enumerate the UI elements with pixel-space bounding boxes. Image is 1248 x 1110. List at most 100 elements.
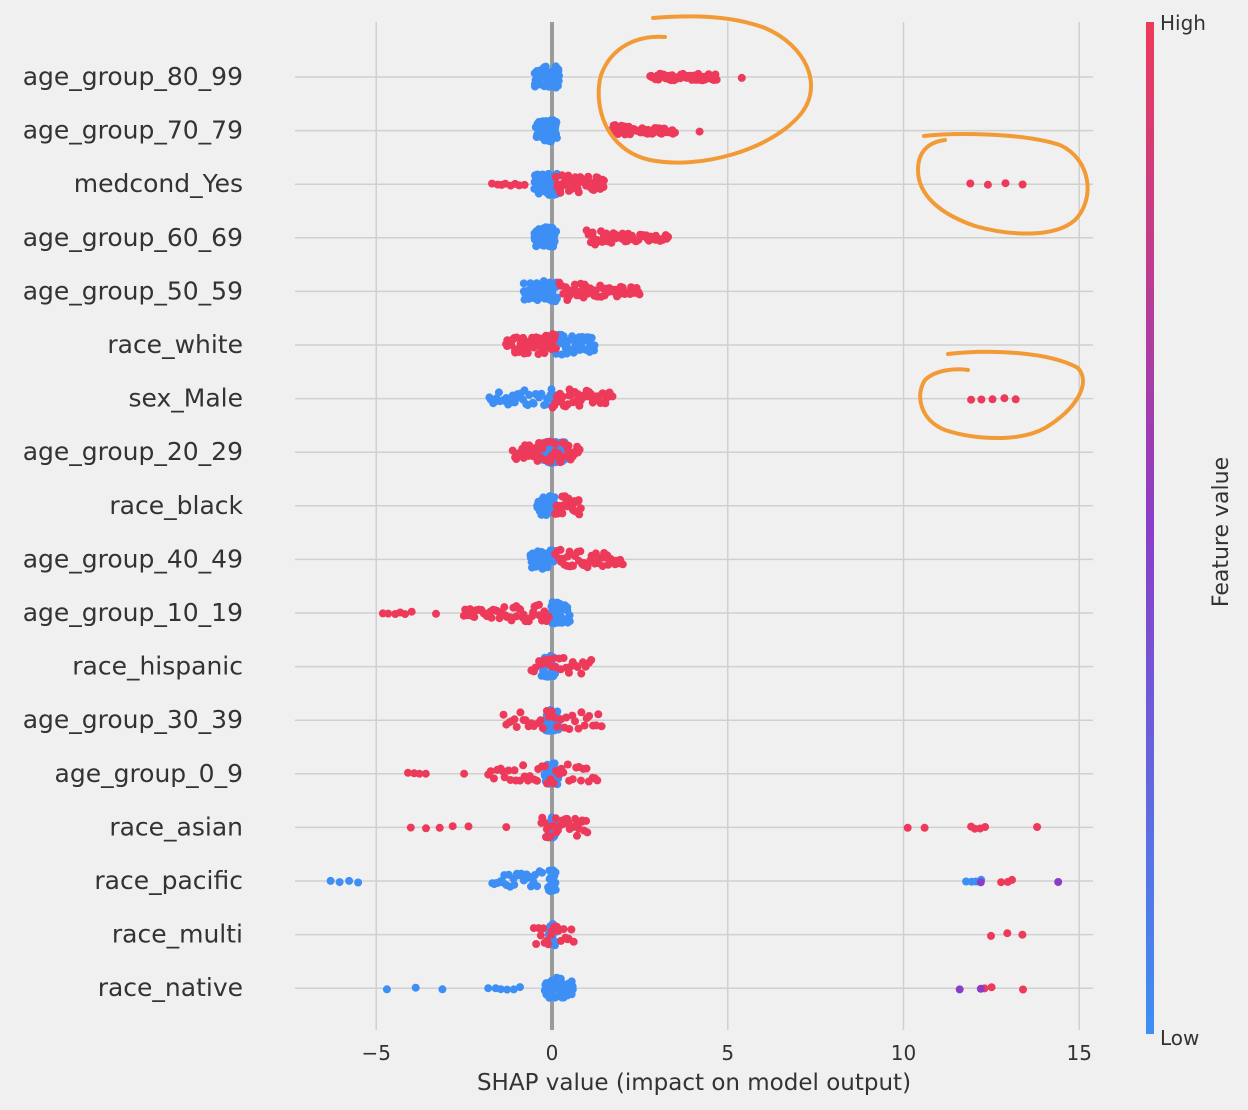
shap-point — [551, 878, 560, 887]
x-axis-label: SHAP value (impact on model output) — [477, 1070, 911, 1096]
shap-point — [559, 768, 568, 777]
shap-point — [415, 769, 424, 778]
shap-point — [582, 764, 591, 773]
feature-label: race_white — [107, 330, 243, 359]
shap-point — [326, 876, 335, 885]
shap-point — [549, 779, 558, 788]
shap-point — [593, 776, 602, 785]
shap-point — [597, 722, 606, 731]
shap-point — [552, 293, 561, 302]
shap-point — [584, 172, 593, 181]
shap-point — [554, 76, 563, 85]
shap-point — [976, 984, 985, 993]
shap-point — [550, 493, 559, 502]
shap-point — [558, 392, 567, 401]
shap-point — [520, 180, 529, 189]
shap-point — [512, 612, 521, 621]
annotation-circle-3 — [918, 349, 1085, 440]
x-tick-label: 0 — [546, 1041, 559, 1065]
shap-point — [567, 977, 576, 986]
shap-point — [521, 716, 530, 725]
shap-point — [576, 547, 585, 556]
shap-point — [571, 814, 580, 823]
shap-point — [503, 985, 512, 994]
shap-point — [496, 985, 505, 994]
shap-point — [594, 710, 603, 719]
shap-point — [1018, 180, 1027, 189]
shap-point — [987, 983, 996, 992]
colorbar-title: Feature value — [1209, 457, 1234, 607]
shap-point — [983, 180, 992, 189]
shap-point — [551, 331, 560, 340]
shap-point — [407, 607, 416, 616]
colorbar-high-label: High — [1160, 11, 1206, 35]
shap-point — [486, 767, 495, 776]
shap-point — [510, 880, 519, 889]
shap-point — [504, 766, 513, 775]
shap-point — [549, 654, 558, 663]
shap-point — [547, 707, 556, 716]
shap-point — [551, 814, 560, 823]
shap-point — [536, 716, 545, 725]
feature-label: race_hispanic — [72, 652, 243, 681]
grid — [295, 22, 1093, 1030]
shap-point — [559, 654, 568, 662]
shap-point — [1033, 823, 1042, 831]
shap-point — [988, 395, 997, 404]
shap-point — [556, 545, 565, 554]
shap-point — [1011, 395, 1020, 404]
shap-point — [575, 510, 584, 519]
shap-point — [573, 831, 581, 840]
shap-point — [484, 984, 493, 993]
shap-point — [494, 388, 503, 397]
shap-point — [525, 390, 534, 399]
shap-point — [540, 762, 549, 771]
shap-point — [607, 238, 616, 247]
shap-point — [551, 439, 560, 448]
shap-point — [551, 344, 560, 353]
shap-point — [533, 882, 542, 891]
feature-label: age_group_10_19 — [23, 598, 243, 627]
shap-point — [529, 399, 538, 408]
colorbar — [1146, 22, 1154, 1034]
shap-point — [421, 769, 430, 778]
shap-point — [565, 725, 574, 733]
shap-point — [1000, 394, 1009, 403]
shap-point — [664, 232, 673, 241]
shap-point — [1008, 875, 1016, 884]
shap-point — [574, 496, 583, 505]
shap-point — [567, 185, 576, 194]
shap-point — [559, 925, 568, 934]
shap-point — [976, 878, 985, 887]
x-tick-label: 15 — [1067, 1041, 1092, 1065]
shap-point — [538, 868, 546, 877]
shap-point — [567, 925, 576, 934]
shap-point — [568, 775, 577, 784]
shap-point — [565, 611, 574, 620]
shap-point — [563, 603, 572, 612]
shap-point — [539, 924, 548, 933]
shap-point — [540, 607, 549, 616]
shap-point — [987, 931, 995, 940]
shap-point — [401, 610, 410, 619]
shap-point — [564, 668, 573, 677]
feature-label: sex_Male — [129, 384, 243, 413]
shap-point — [583, 828, 592, 837]
annotation-circle-2 — [915, 132, 1090, 236]
shap-point — [540, 818, 549, 827]
shap-point — [1003, 929, 1012, 938]
shap-point — [539, 277, 548, 286]
shap-point — [536, 931, 545, 940]
shap-point — [565, 617, 574, 626]
shap-point — [903, 823, 912, 832]
feature-label: race_black — [109, 491, 243, 520]
shap-point — [551, 868, 560, 877]
x-axis-ticks: −5 0 5 10 15 — [362, 1041, 1092, 1065]
shap-point — [977, 395, 986, 404]
feature-label: race_asian — [109, 812, 243, 841]
shap-point — [599, 176, 608, 185]
shap-point — [499, 710, 508, 719]
shap-point — [502, 823, 511, 832]
shap-point — [955, 985, 964, 994]
